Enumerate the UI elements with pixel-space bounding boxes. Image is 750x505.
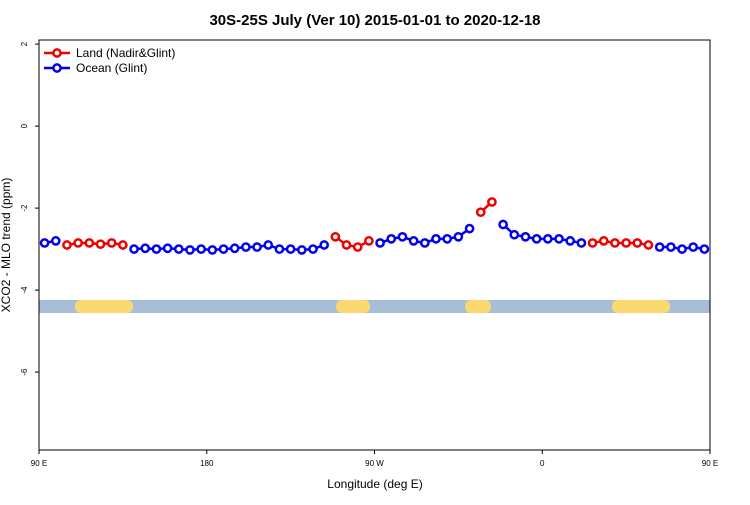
data-point — [632, 238, 643, 248]
legend-marker — [52, 48, 62, 58]
data-point — [162, 243, 173, 254]
data-point — [576, 238, 587, 248]
data-point — [453, 231, 464, 242]
data-point — [319, 240, 330, 250]
land-band — [465, 300, 491, 313]
ocean-band — [39, 300, 710, 313]
data-point — [229, 243, 240, 254]
data-point — [487, 197, 497, 207]
data-point — [442, 234, 453, 244]
data-point — [252, 242, 262, 252]
plot-frame — [38, 39, 711, 451]
legend-label: Ocean (Glint) — [76, 61, 147, 75]
data-point — [621, 238, 631, 248]
data-point — [688, 242, 699, 252]
data-point — [666, 242, 676, 252]
data-point — [140, 243, 151, 254]
land-band — [75, 300, 133, 313]
data-point — [408, 236, 419, 246]
data-point — [386, 234, 397, 244]
data-point — [73, 238, 83, 248]
data-point — [677, 244, 687, 254]
data-point — [475, 207, 486, 218]
data-point — [207, 245, 218, 255]
data-point — [50, 236, 61, 246]
data-point — [308, 244, 318, 254]
y-tick-label: 0 — [20, 123, 29, 128]
data-point — [129, 244, 139, 254]
data-point — [352, 242, 363, 252]
data-point — [341, 240, 352, 250]
data-point — [185, 245, 195, 255]
data-point — [151, 244, 162, 254]
legend-label: Land (Nadir&Glint) — [76, 46, 175, 60]
data-point — [610, 238, 620, 248]
x-tick-label: 90 E — [702, 459, 718, 468]
data-point — [542, 234, 553, 244]
data-point — [464, 223, 475, 234]
data-point — [397, 231, 408, 242]
data-point — [520, 231, 531, 242]
x-tick-label: 0 — [540, 459, 545, 468]
y-tick-label: -2 — [20, 204, 29, 212]
data-point — [39, 238, 50, 248]
data-point — [654, 242, 665, 252]
data-point — [62, 240, 72, 250]
data-point — [419, 238, 430, 248]
data-point — [95, 239, 106, 250]
data-point — [643, 240, 654, 250]
data-point — [218, 244, 229, 254]
data-point — [296, 245, 307, 255]
data-point — [364, 236, 374, 246]
y-axis-label: XCO2 - MLO trend (ppm) — [0, 178, 13, 313]
data-point — [431, 234, 441, 244]
data-point — [285, 244, 296, 254]
surface-band — [39, 300, 710, 313]
chart-title: 30S-25S July (Ver 10) 2015-01-01 to 2020… — [209, 12, 540, 29]
y-tick-label: -4 — [20, 286, 29, 294]
data-point — [554, 234, 564, 244]
series-line — [334, 235, 370, 249]
data-point — [565, 236, 576, 246]
legend-marker — [52, 63, 62, 73]
land-band — [336, 300, 370, 313]
data-point — [531, 234, 542, 244]
y-tick-label: -6 — [20, 368, 29, 376]
x-tick-label: 180 — [200, 459, 214, 468]
data-point — [241, 242, 251, 252]
data-point — [106, 238, 117, 248]
data-point — [598, 236, 609, 246]
x-axis-label: Longitude (deg E) — [327, 477, 422, 491]
data-point — [84, 238, 95, 248]
data-point — [263, 240, 274, 250]
data-point — [699, 244, 710, 254]
data-point — [498, 219, 508, 230]
data-point — [375, 238, 385, 248]
data-point — [509, 229, 520, 240]
data-point — [587, 238, 598, 248]
data-point — [118, 240, 128, 250]
land-band — [612, 300, 670, 313]
x-tick-label: 90 E — [31, 459, 47, 468]
y-tick-label: 2 — [20, 41, 29, 46]
series-line — [133, 243, 325, 252]
data-point — [173, 244, 184, 254]
data-point — [330, 231, 341, 242]
x-tick-label: 90 W — [365, 459, 384, 468]
data-point — [196, 244, 207, 254]
data-point — [274, 244, 285, 254]
